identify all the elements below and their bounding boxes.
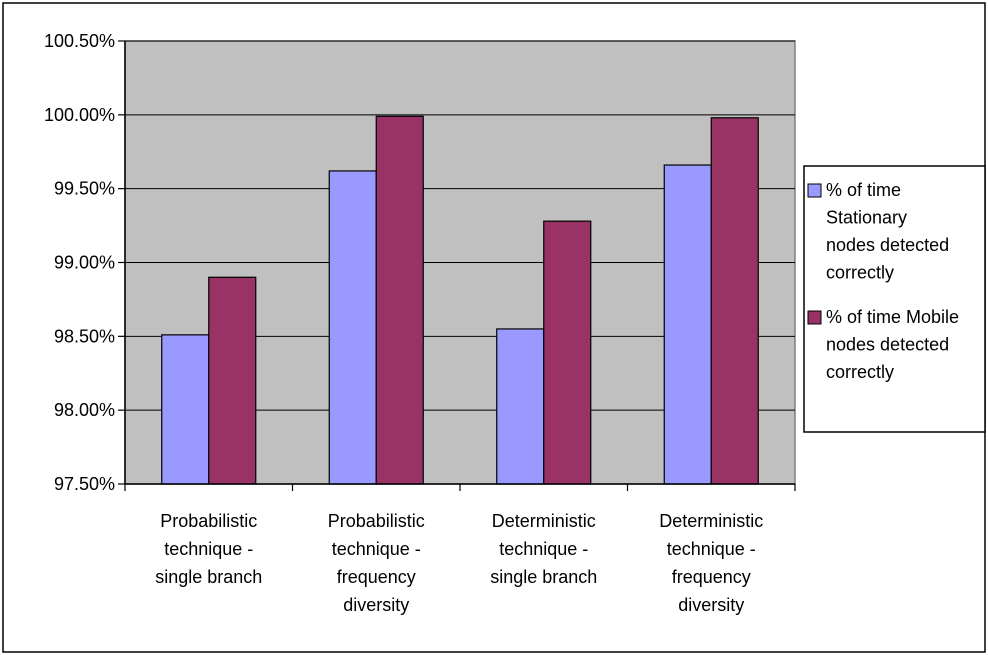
legend-swatch: [807, 310, 822, 325]
axes: [118, 40, 796, 491]
y-tick-label: 99.50%: [54, 179, 115, 199]
y-tick-labels: 97.50% 98.00% 98.50% 99.00% 99.50% 100.00% 100…: [44, 31, 115, 494]
bars: [161, 115, 759, 485]
y-tick-label: 99.00%: [54, 253, 115, 273]
x-category-labels: Probabilistic technique -single branch Pro…: [155, 511, 763, 615]
legend-swatch: [807, 183, 822, 198]
y-tick-label: 98.00%: [54, 400, 115, 420]
x-category-label: Probabilistic technique -frequency diversi…: [328, 511, 425, 615]
bar-series-2: [208, 276, 257, 485]
bar-series-2: [375, 115, 424, 485]
bar-series-1: [663, 164, 712, 485]
x-category-label: Probabilistic technique -single branch: [155, 511, 262, 587]
bar-series-1: [496, 328, 545, 485]
bar-series-1: [328, 170, 377, 485]
legend-label: % of time Stationary nodes detected correct…: [826, 180, 949, 283]
legend: % of time Stationary nodes detected correct…: [803, 165, 986, 433]
bar-series-2: [543, 220, 592, 485]
legend-box: [803, 165, 986, 433]
y-tick-label: 98.50%: [54, 326, 115, 346]
y-tick-label: 100.50%: [44, 31, 115, 51]
x-category-label: Deterministic technique -frequency diversi…: [659, 511, 763, 615]
legend-label: % of time Mobile nodes detected correctly: [826, 307, 959, 382]
y-tick-label: 97.50%: [54, 474, 115, 494]
x-category-label: Deterministic technique -single branch: [490, 511, 597, 587]
y-tick-label: 100.00%: [44, 105, 115, 125]
bar-series-1: [161, 334, 210, 485]
bar-series-2: [710, 117, 759, 485]
